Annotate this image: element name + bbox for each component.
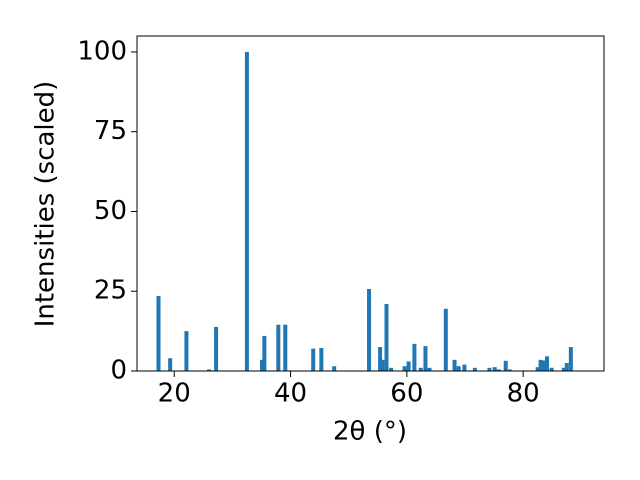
bar [168,358,173,371]
bar [542,360,547,371]
bar [244,51,249,371]
x-tick-label: 20 [158,379,191,409]
bar [214,326,219,371]
bar [367,289,372,371]
bar [487,367,492,371]
x-tick-label: 60 [390,379,423,409]
bar [412,343,417,371]
bar [332,366,337,371]
y-tick-label: 0 [110,356,127,386]
bar [378,347,383,371]
bar [496,369,501,371]
bar [568,347,573,371]
bar [492,367,497,371]
plot-frame [136,35,605,372]
bar [564,363,569,371]
bar [311,348,316,371]
bar [184,331,189,371]
x-tick-label: 80 [507,379,540,409]
bar [262,335,267,371]
x-axis-label: 2θ (°) [333,417,407,447]
bar [507,369,512,371]
bar [549,367,554,371]
bar [452,359,457,371]
bar [427,367,432,371]
y-tick-label: 25 [94,276,127,306]
bar [384,304,389,371]
bar [545,356,550,371]
y-tick-label: 75 [94,116,127,146]
x-tick-label: 40 [274,379,307,409]
bar [472,367,477,371]
bar [207,369,212,371]
bar [503,360,508,371]
bar [319,348,324,371]
bar [402,366,407,371]
y-tick-label: 100 [77,36,127,66]
bar [423,346,428,371]
bar [380,359,385,371]
bar [561,367,566,371]
bar [283,324,288,371]
y-tick-label: 50 [94,196,127,226]
bar [260,359,265,371]
bar [156,296,161,371]
bar [406,361,411,371]
bar [276,324,281,371]
bar [389,367,394,371]
bar [462,364,467,371]
bar [443,308,448,371]
bar [535,367,540,371]
bar [456,366,461,371]
bar [538,359,543,371]
y-axis-label: Intensities (scaled) [31,81,61,328]
bar [418,367,423,371]
